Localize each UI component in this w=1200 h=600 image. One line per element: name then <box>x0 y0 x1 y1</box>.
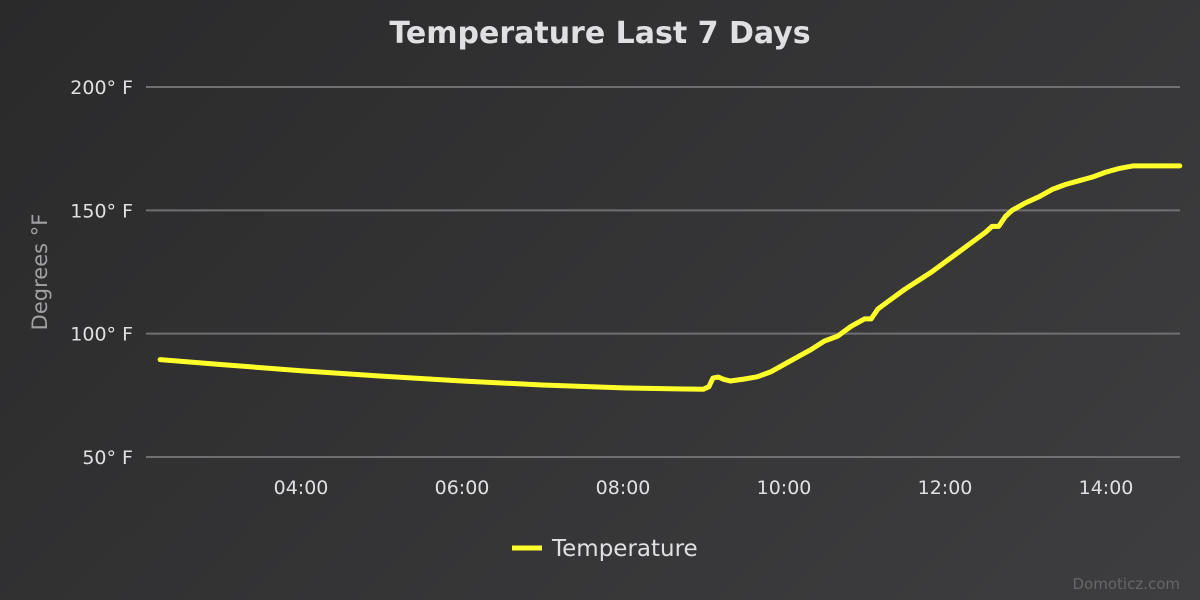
credits-link[interactable]: Domoticz.com <box>1073 575 1181 593</box>
series-line-temperature[interactable] <box>157 163 1183 392</box>
y-tick-label-200: 200° F <box>70 77 133 99</box>
legend[interactable]: Temperature <box>512 536 698 562</box>
x-tick-label-0400: 04:00 <box>274 477 329 499</box>
x-tick-label-1400: 14:00 <box>1079 477 1134 499</box>
legend-label-temperature: Temperature <box>551 536 698 562</box>
y-tick-label-50: 50° F <box>82 447 133 469</box>
y-tick-label-150: 150° F <box>70 200 133 222</box>
y-tick-label-100: 100° F <box>70 324 133 346</box>
y-axis-label: Degrees °F <box>28 214 52 331</box>
x-tick-label-1000: 10:00 <box>757 477 812 499</box>
x-tick-label-0600: 06:00 <box>435 477 490 499</box>
x-tick-label-1200: 12:00 <box>918 477 973 499</box>
chart-title: Temperature Last 7 Days <box>389 16 810 51</box>
x-tick-label-0800: 08:00 <box>596 477 651 499</box>
